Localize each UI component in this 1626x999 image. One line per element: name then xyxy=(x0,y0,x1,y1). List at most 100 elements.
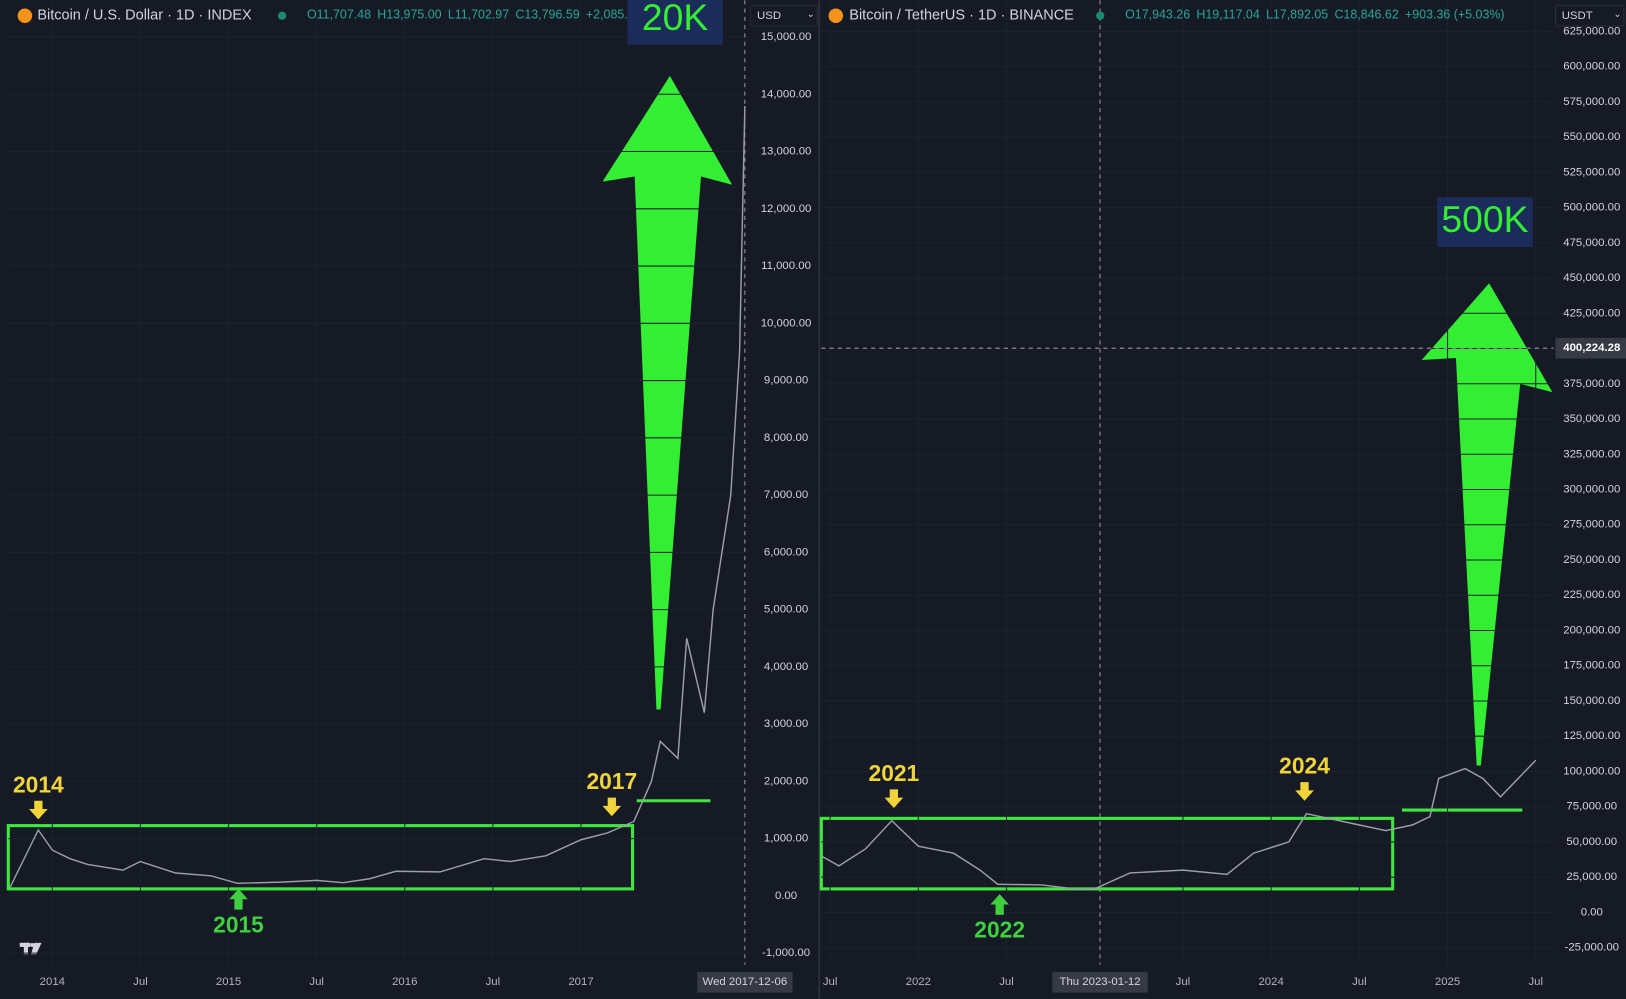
y-tick-label: -25,000.00 xyxy=(1565,942,1619,954)
x-tick-label: Jul xyxy=(486,976,501,988)
y-tick-label: 175,000.00 xyxy=(1563,660,1620,672)
crosshair-y-label: 400,224.28 xyxy=(1563,342,1620,354)
x-tick-label: Jul xyxy=(1352,976,1367,988)
y-tick-label: 125,000.00 xyxy=(1563,730,1620,742)
target-box xyxy=(627,0,723,45)
y-tick-label: 350,000.00 xyxy=(1563,413,1620,425)
crosshair-y-label-bg xyxy=(1555,337,1626,359)
x-tick-label: 2014 xyxy=(40,976,65,988)
y-tick-label: 15,000.00 xyxy=(761,31,812,43)
y-tick-label: 150,000.00 xyxy=(1563,695,1620,707)
down-arrow xyxy=(1295,782,1314,801)
ohlc-value: H19,117.04 xyxy=(1196,8,1259,22)
symbol-icon xyxy=(828,8,844,24)
currency-box xyxy=(750,4,818,27)
big-arrow xyxy=(602,75,733,710)
y-tick-label: 225,000.00 xyxy=(1563,589,1620,601)
crosshair-x-label-bg xyxy=(697,971,793,993)
y-tick-label: 100,000.00 xyxy=(1563,765,1620,777)
x-tick-label: 2022 xyxy=(906,976,931,988)
year-label: 2017 xyxy=(586,768,637,794)
y-tick-label: 200,000.00 xyxy=(1563,624,1620,636)
target-box xyxy=(1437,197,1533,247)
ohlc-value: O17,943.26 xyxy=(1125,8,1190,22)
y-tick-label: 14,000.00 xyxy=(761,88,812,100)
range-box xyxy=(819,816,1395,891)
y-tick-label: 12,000.00 xyxy=(761,203,812,215)
y-tick-label: 75,000.00 xyxy=(1566,801,1617,813)
y-tick-label: 300,000.00 xyxy=(1563,484,1620,496)
ohlc-value: C18,846.62 xyxy=(1334,8,1398,22)
y-tick-label: 625,000.00 xyxy=(1563,25,1620,37)
ohlc-value: O11,707.48 xyxy=(307,8,371,22)
down-arrow xyxy=(602,797,622,817)
y-tick-label: 8,000.00 xyxy=(764,432,808,444)
y-tick-label: 475,000.00 xyxy=(1563,237,1620,249)
x-tick-label: 2017 xyxy=(568,976,593,988)
x-tick-label: Jul xyxy=(309,976,324,988)
y-tick-label: 525,000.00 xyxy=(1563,166,1620,178)
x-tick-label: 2015 xyxy=(216,976,241,988)
symbol-icon xyxy=(17,8,33,24)
year-label: 2024 xyxy=(1279,753,1330,779)
y-tick-label: 1,000.00 xyxy=(764,833,808,845)
logo xyxy=(19,942,42,955)
year-label: 2021 xyxy=(869,760,920,786)
y-tick-label: 13,000.00 xyxy=(761,146,812,158)
x-tick-label: 2024 xyxy=(1258,976,1283,988)
status-dot xyxy=(277,11,287,20)
currency-box xyxy=(1554,4,1625,27)
y-tick-label: 25,000.00 xyxy=(1566,871,1617,883)
x-tick-label: 2016 xyxy=(392,976,417,988)
up-arrow xyxy=(990,894,1009,915)
chart-title: Bitcoin / U.S. Dollar · 1D · INDEX xyxy=(37,8,252,24)
y-tick-label: 550,000.00 xyxy=(1563,131,1620,143)
year-label: 2014 xyxy=(13,771,64,797)
x-tick-label: Jul xyxy=(133,976,148,988)
y-tick-label: 0.00 xyxy=(1581,906,1603,918)
ohlc-value: L11,702.97 xyxy=(448,8,509,22)
y-tick-label: 6,000.00 xyxy=(764,546,808,558)
chart-title: Bitcoin / TetherUS · 1D · BINANCE xyxy=(849,8,1074,24)
ohlc: O17,943.26 H19,117.04 L17,892.05 C18,846.62… xyxy=(1125,8,1504,22)
ohlc-value: L17,892.05 xyxy=(1266,8,1328,22)
y-tick-label: 5,000.00 xyxy=(764,604,808,616)
crosshair-x-label: Thu 2023-01-12 xyxy=(1059,976,1140,988)
y-tick-label: 2,000.00 xyxy=(764,775,808,787)
target-label: 500K xyxy=(1441,198,1528,240)
y-tick-label: 325,000.00 xyxy=(1563,448,1620,460)
ohlc: O11,707.48 H13,975.00 L11,702.97 C13,796.59… xyxy=(307,8,642,22)
x-tick-label: Jul xyxy=(1176,976,1191,988)
y-tick-label: 250,000.00 xyxy=(1563,554,1620,566)
y-tick-label: 600,000.00 xyxy=(1563,61,1620,73)
currency-caret: ⌄ xyxy=(1614,9,1622,19)
y-tick-label: 375,000.00 xyxy=(1563,378,1620,390)
y-tick-label: 9,000.00 xyxy=(764,375,808,387)
y-tick-label: -1,000.00 xyxy=(762,947,810,959)
y-tick-label: 575,000.00 xyxy=(1563,96,1620,108)
y-tick-label: 3,000.00 xyxy=(764,718,808,730)
down-arrow xyxy=(29,800,48,820)
x-tick-label: Jul xyxy=(1528,976,1543,988)
down-arrow xyxy=(884,789,904,809)
x-tick-label: Jul xyxy=(823,976,838,988)
status-dot xyxy=(1096,11,1105,20)
crosshair-x-label: Wed 2017-12-06 xyxy=(703,976,788,988)
y-tick-label: 4,000.00 xyxy=(764,661,808,673)
crosshair-x-label-bg xyxy=(1052,971,1148,993)
price-line xyxy=(9,105,746,888)
y-tick-label: 50,000.00 xyxy=(1566,836,1617,848)
year-label: 2015 xyxy=(213,911,264,937)
ohlc-value: +903.36 (+5.03%) xyxy=(1405,8,1505,22)
target-label: 20K xyxy=(642,0,709,38)
price-line xyxy=(820,759,1537,890)
y-tick-label: 425,000.00 xyxy=(1563,307,1620,319)
ohlc-value: H13,975.00 xyxy=(377,8,441,22)
y-tick-label: 275,000.00 xyxy=(1563,519,1620,531)
currency-caret: ⌄ xyxy=(807,9,815,19)
y-tick-label: 11,000.00 xyxy=(761,260,811,272)
currency: USDT xyxy=(1562,10,1593,22)
range-box xyxy=(6,824,635,891)
